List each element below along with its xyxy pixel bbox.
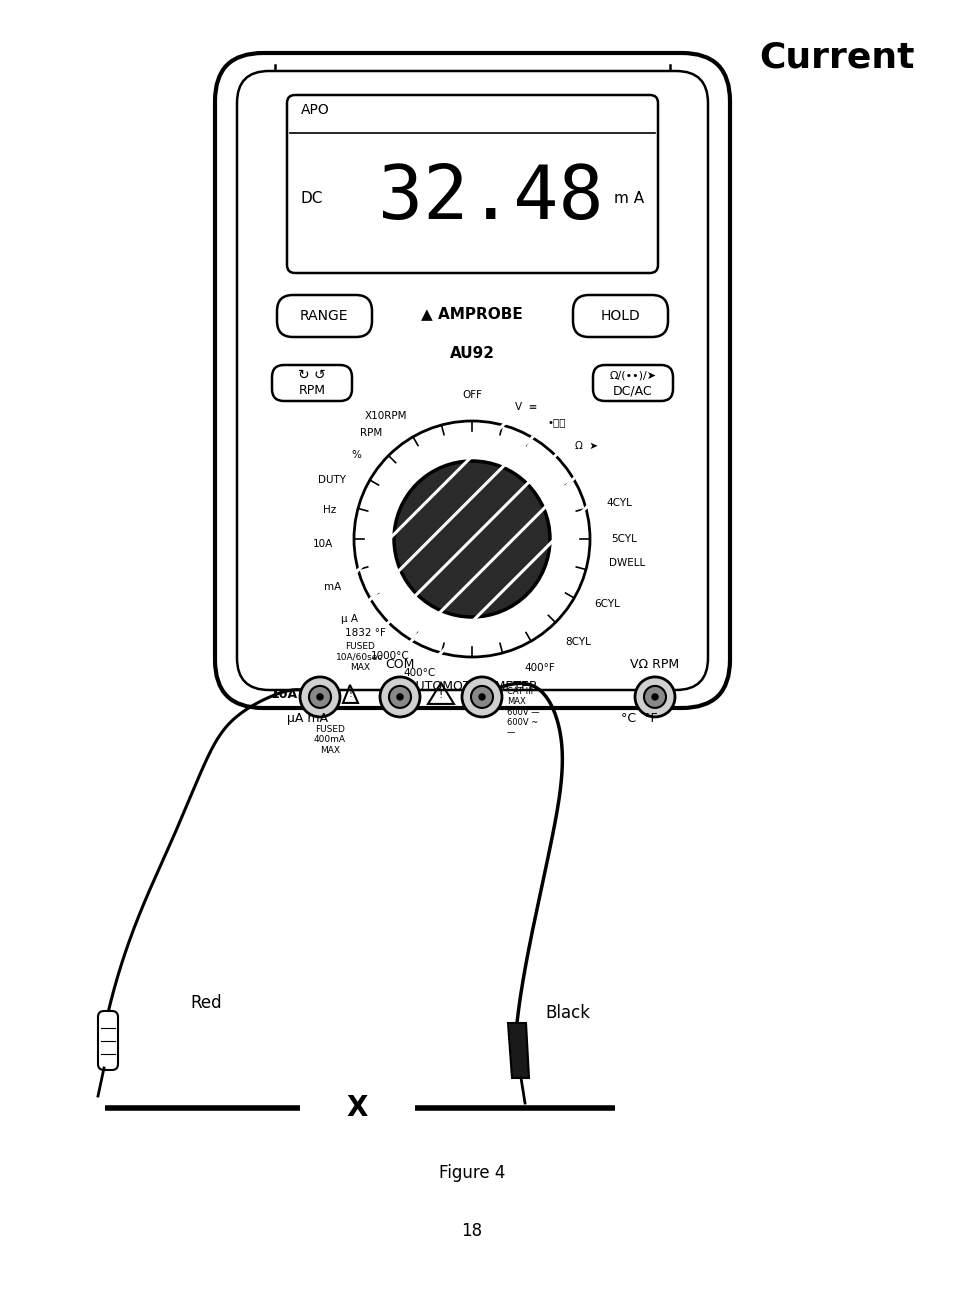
FancyBboxPatch shape	[593, 365, 672, 401]
Text: Current: Current	[759, 40, 914, 74]
Text: μA mA: μA mA	[287, 713, 328, 726]
Circle shape	[389, 685, 411, 707]
Text: m A: m A	[613, 191, 643, 206]
Text: APO: APO	[301, 103, 330, 117]
Text: Black: Black	[544, 1003, 589, 1022]
Text: CAT III
MAX
600V —
600V ~
—: CAT III MAX 600V — 600V ~ —	[506, 687, 539, 737]
Text: 10A: 10A	[271, 688, 297, 701]
Text: 1000°C: 1000°C	[371, 652, 409, 662]
Circle shape	[651, 694, 658, 700]
FancyBboxPatch shape	[276, 295, 372, 337]
Text: 5CYL: 5CYL	[610, 533, 637, 544]
Text: X10RPM: X10RPM	[364, 411, 406, 422]
Text: DUTY: DUTY	[317, 475, 346, 485]
Text: Figure 4: Figure 4	[438, 1164, 505, 1182]
FancyBboxPatch shape	[272, 365, 352, 401]
Circle shape	[316, 694, 323, 700]
Circle shape	[471, 685, 493, 707]
Circle shape	[478, 694, 484, 700]
Text: RANGE: RANGE	[299, 309, 348, 323]
FancyBboxPatch shape	[98, 1011, 118, 1070]
Text: Ω  ➤: Ω ➤	[575, 441, 598, 450]
Text: COM: COM	[385, 658, 415, 671]
Text: AUTOMOTIVE METER: AUTOMOTIVE METER	[406, 680, 537, 693]
Text: mA: mA	[324, 582, 341, 592]
Text: X: X	[346, 1094, 367, 1121]
Text: OFF: OFF	[461, 389, 481, 400]
FancyBboxPatch shape	[236, 71, 707, 691]
Text: Red: Red	[190, 994, 221, 1012]
Text: 10A: 10A	[313, 539, 333, 549]
Text: 400°F: 400°F	[523, 663, 555, 672]
Circle shape	[394, 461, 550, 617]
FancyBboxPatch shape	[214, 53, 729, 707]
Text: HOLD: HOLD	[600, 309, 640, 323]
Text: DC: DC	[301, 191, 323, 206]
Circle shape	[299, 678, 339, 716]
Polygon shape	[507, 1023, 529, 1079]
Text: 6CYL: 6CYL	[594, 600, 620, 609]
Text: ↻ ↺: ↻ ↺	[298, 369, 326, 382]
FancyBboxPatch shape	[287, 95, 658, 273]
Text: AU92: AU92	[449, 345, 494, 361]
Text: !: !	[438, 691, 443, 700]
Circle shape	[379, 678, 419, 716]
Text: VΩ RPM: VΩ RPM	[630, 658, 679, 671]
Text: RPM: RPM	[360, 427, 382, 437]
Circle shape	[643, 685, 665, 707]
Circle shape	[461, 678, 501, 716]
Circle shape	[396, 694, 402, 700]
Text: V  ≡: V ≡	[515, 402, 537, 411]
Text: Hz: Hz	[322, 505, 335, 515]
Text: DC/AC: DC/AC	[613, 384, 652, 397]
Text: 1832 °F: 1832 °F	[345, 628, 386, 639]
Text: μ A: μ A	[341, 614, 357, 624]
Circle shape	[309, 685, 331, 707]
Text: 4CYL: 4CYL	[605, 498, 632, 508]
Text: Ω/(••)/➤: Ω/(••)/➤	[609, 370, 656, 380]
Text: DWELL: DWELL	[608, 558, 644, 569]
Text: !: !	[348, 689, 352, 698]
Text: •⦵⦵: •⦵⦵	[547, 418, 566, 427]
Text: ▲ AMPROBE: ▲ AMPROBE	[420, 306, 522, 322]
Circle shape	[635, 678, 675, 716]
Text: FUSED
400mA
MAX: FUSED 400mA MAX	[314, 726, 346, 755]
Text: %: %	[351, 450, 360, 461]
Text: FUSED
10A/60sec
MAX: FUSED 10A/60sec MAX	[336, 643, 383, 672]
Text: 18: 18	[461, 1221, 482, 1240]
Text: RPM: RPM	[298, 384, 325, 397]
Text: 400°C: 400°C	[403, 668, 436, 678]
Text: 8CYL: 8CYL	[564, 637, 590, 648]
FancyBboxPatch shape	[573, 295, 667, 337]
Text: °C  °F: °C °F	[620, 713, 658, 726]
Circle shape	[354, 421, 589, 657]
Text: 32.48: 32.48	[377, 162, 603, 235]
